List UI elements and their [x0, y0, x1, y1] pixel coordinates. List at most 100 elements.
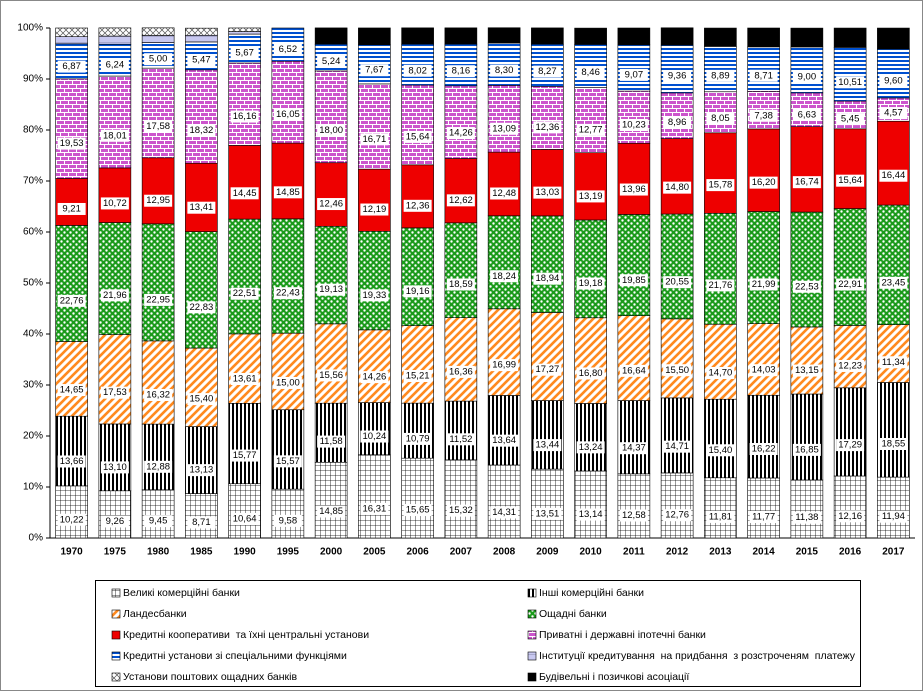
label-bg [533, 272, 562, 285]
bar-segment [98, 27, 132, 37]
value-label: 23,45 [881, 277, 905, 288]
label-bg [360, 64, 389, 77]
label-bg [57, 137, 86, 150]
x-tick-label: 1980 [147, 547, 170, 558]
bar-segment [358, 454, 391, 539]
legend-swatch [527, 609, 537, 619]
bar-segment [833, 27, 867, 48]
bar-segment [833, 208, 867, 326]
bar-segment [877, 476, 910, 539]
bar-segment [747, 27, 780, 48]
x-tick-label: 2012 [666, 547, 689, 558]
bar-segment [617, 473, 651, 539]
value-label: 13,13 [189, 465, 213, 476]
label-bg [144, 120, 173, 133]
bar-segment [877, 120, 910, 206]
label-bg [836, 76, 865, 89]
label-bg [836, 359, 865, 372]
label-bg [273, 287, 302, 300]
bar-segment [358, 168, 391, 232]
value-label: 16,44 [881, 170, 905, 181]
bar-segment [271, 218, 305, 334]
label-bg [533, 507, 562, 520]
value-label: 9,00 [798, 71, 817, 82]
label-bg [57, 294, 86, 307]
value-label: 14,65 [60, 385, 84, 396]
value-label: 22,83 [189, 302, 213, 313]
bar-segment [531, 27, 564, 45]
value-label: 21,76 [708, 280, 732, 291]
value-label: 15,50 [665, 365, 689, 376]
legend-swatch [527, 630, 537, 640]
bar-segment [141, 157, 175, 225]
y-tick-label: 80% [23, 125, 43, 136]
x-tick-label: 2005 [363, 547, 386, 558]
value-label: 12,95 [146, 195, 170, 206]
label-bg [187, 516, 216, 529]
value-label: 14,26 [362, 372, 386, 383]
label-bg [273, 455, 302, 468]
label-bg [619, 364, 648, 377]
bar-segment [401, 402, 434, 459]
bar-segment [141, 489, 175, 539]
label-bg [749, 109, 778, 122]
value-label: 12,76 [665, 510, 689, 521]
bar-segment [358, 27, 391, 46]
bar-segment [228, 31, 261, 35]
x-tick-label: 1970 [61, 547, 84, 558]
label-bg [490, 64, 519, 77]
label-bg [792, 443, 821, 456]
value-label: 16,71 [362, 134, 386, 145]
value-label: 5,45 [841, 114, 860, 125]
value-label: 15,64 [838, 175, 862, 186]
x-tick-label: 1995 [277, 547, 300, 558]
bar-segment [833, 128, 867, 209]
bar-segment [660, 44, 694, 94]
bar-segment [704, 132, 737, 214]
value-label: 14,71 [665, 441, 689, 452]
x-tick-label: 1975 [104, 547, 127, 558]
legend-label: Будівельні і позичкові асоціації [539, 671, 689, 683]
value-label: 19,53 [60, 138, 84, 149]
bar-segment [531, 86, 564, 150]
legend-swatch [111, 651, 121, 661]
value-label: 10,79 [406, 433, 430, 444]
label-bg [446, 65, 475, 78]
value-label: 18,24 [492, 271, 516, 282]
label-bg [317, 283, 346, 296]
label-bg [230, 287, 259, 300]
value-label: 14,70 [708, 368, 732, 379]
label-bg [879, 437, 908, 450]
legend-swatch [527, 588, 537, 598]
label-bg [792, 108, 821, 121]
x-tick-label: 2007 [450, 547, 473, 558]
bar-segment [98, 35, 132, 45]
label-bg [749, 278, 778, 291]
value-label: 13,24 [579, 442, 603, 453]
bar-segment [314, 323, 348, 404]
label-bg [490, 187, 519, 200]
bar-segment [314, 225, 348, 325]
bar-segment [271, 142, 305, 220]
legend-label: Установи поштових ощадних банків [123, 671, 297, 683]
value-label: 19,85 [622, 275, 646, 286]
label-bg [360, 430, 389, 443]
label-bg [576, 367, 605, 380]
bar-segment [877, 48, 910, 99]
x-tick-label: 2009 [536, 547, 559, 558]
x-tick-label: 2000 [320, 547, 343, 558]
value-label: 13,96 [622, 184, 646, 195]
bar-segment [660, 138, 694, 215]
bar-segment [228, 483, 261, 539]
value-label: 9,60 [884, 75, 903, 86]
label-bg [749, 510, 778, 523]
value-label: 13,03 [535, 187, 559, 198]
label-bg [706, 179, 735, 192]
label-bg [663, 440, 692, 453]
label-bg [619, 442, 648, 455]
value-label: 15,21 [406, 371, 430, 382]
value-label: 12,62 [449, 195, 473, 206]
value-label: 18,59 [449, 279, 473, 290]
bar-segment [401, 227, 434, 326]
bar-segment [833, 475, 867, 539]
